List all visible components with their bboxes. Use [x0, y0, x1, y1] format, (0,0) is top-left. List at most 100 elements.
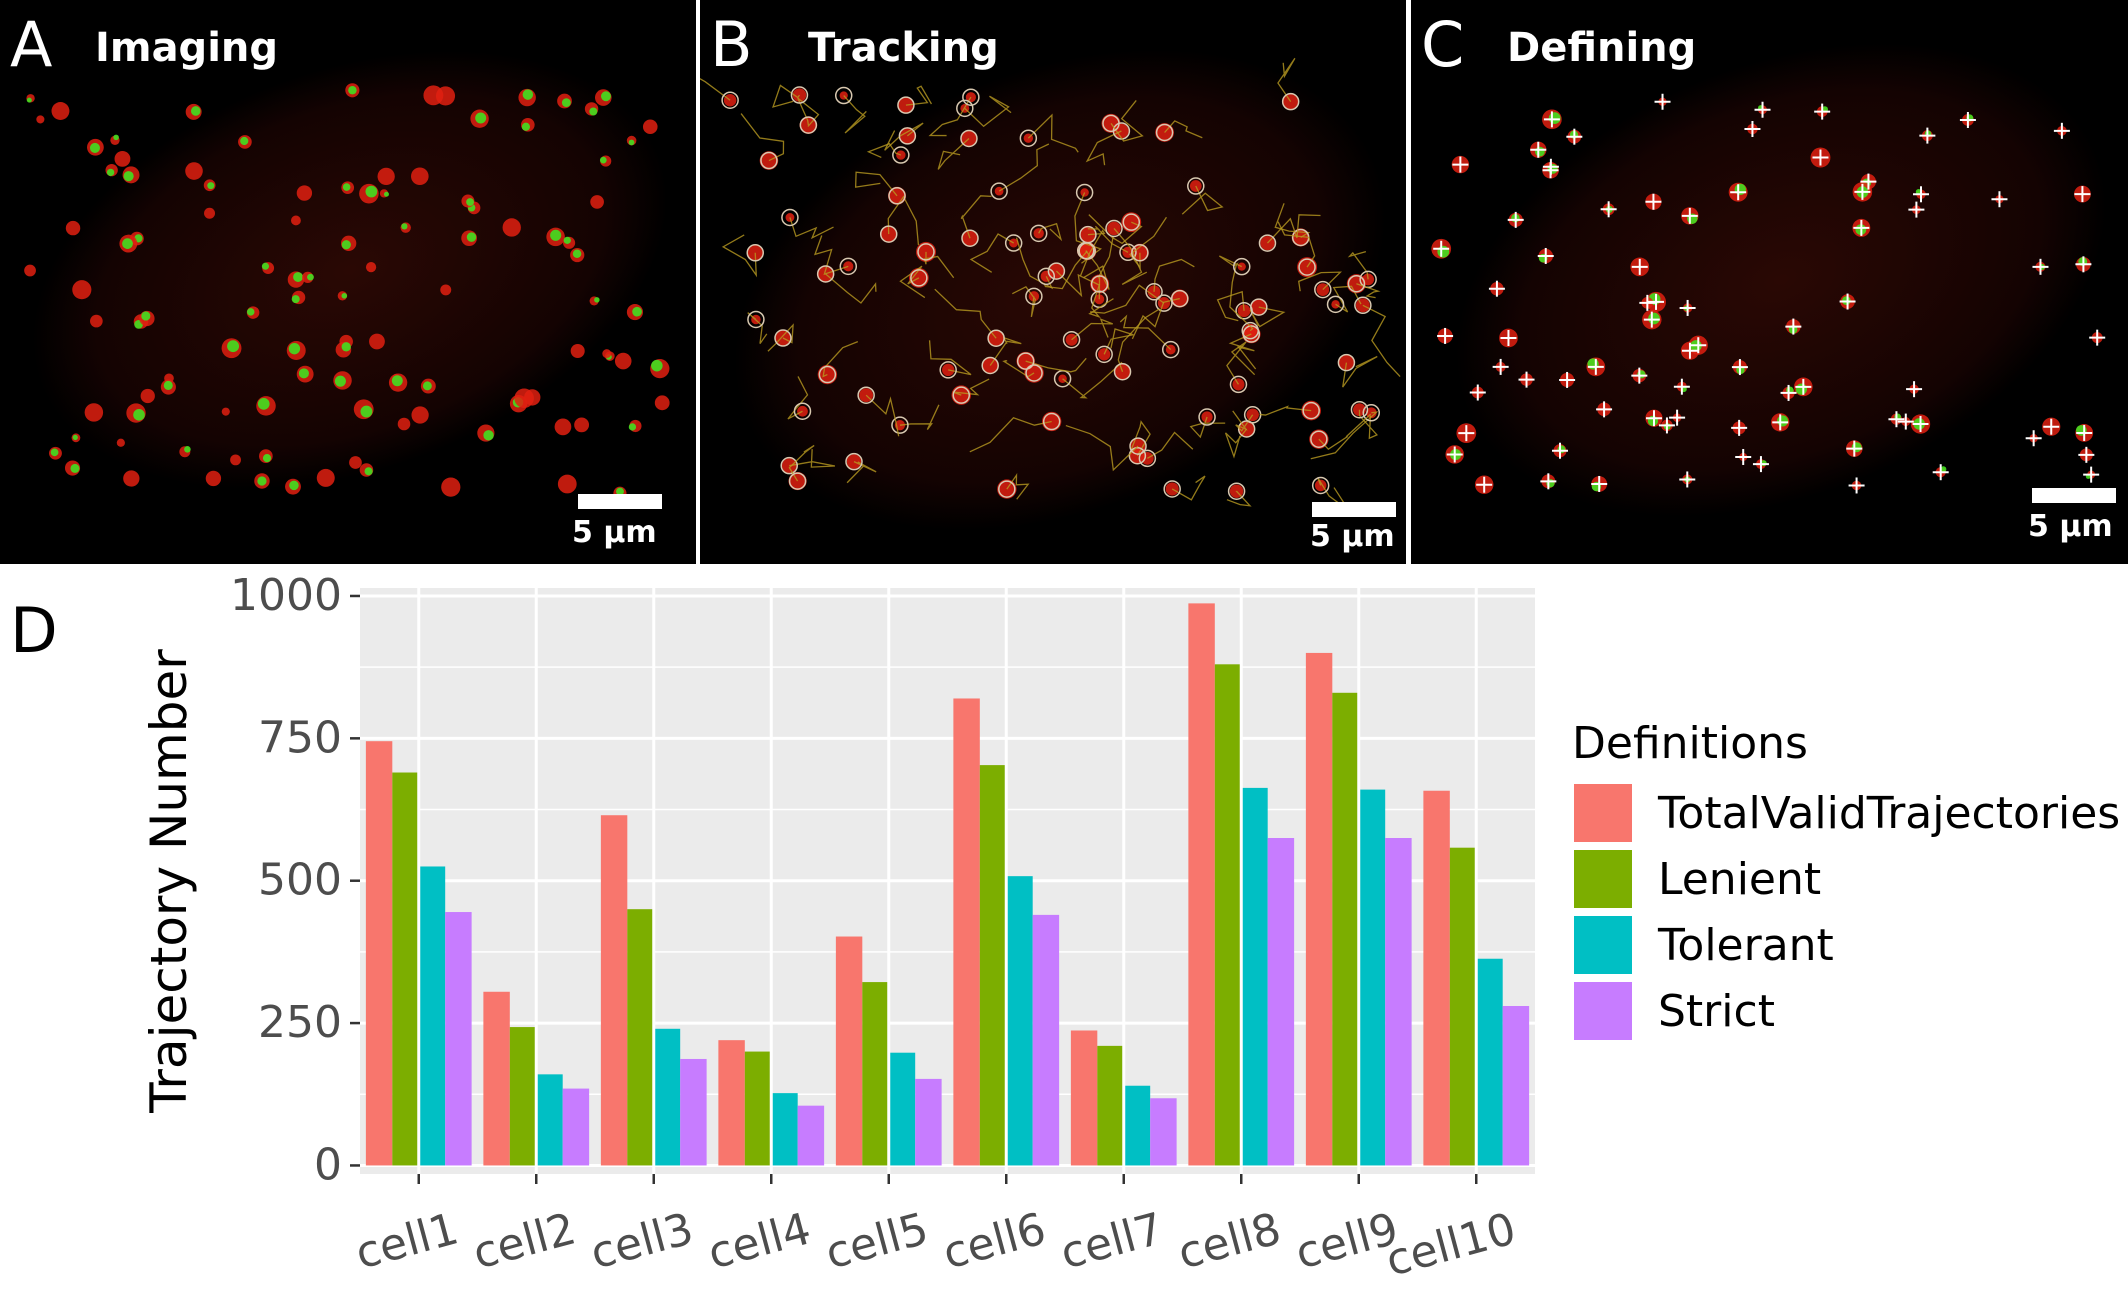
scale-bar — [1312, 502, 1396, 517]
green-spot — [561, 98, 571, 108]
green-spot — [123, 171, 134, 182]
green-spot — [1437, 245, 1450, 258]
detection-circle — [891, 416, 909, 434]
y-tick-label: 250 — [258, 997, 342, 1048]
detection-circle — [1037, 267, 1056, 286]
green-spot — [364, 467, 373, 476]
bar-lenient-cell4 — [744, 1051, 772, 1166]
green-spot — [89, 142, 100, 153]
green-spot — [122, 238, 133, 249]
tracking-micrograph — [700, 49, 1401, 531]
detection-circle — [1062, 330, 1081, 349]
panel-letter-d: D — [10, 594, 58, 667]
trajectory-track — [1356, 283, 1381, 299]
red-spot — [1033, 228, 1044, 239]
trajectory-track — [960, 195, 992, 239]
trajectory-track — [905, 85, 933, 106]
trajectory-track — [1318, 413, 1372, 451]
green-spot — [360, 405, 373, 418]
trajectory-track — [887, 195, 920, 246]
red-spot — [502, 218, 521, 237]
green-spot — [257, 476, 267, 486]
bar-lenient-cell10 — [1449, 847, 1477, 1166]
green-spot — [475, 112, 487, 124]
detection-circle — [774, 329, 792, 347]
trajectory-track — [1087, 225, 1129, 253]
trajectory-track — [866, 142, 902, 159]
bar-lenient-cell2 — [509, 1027, 537, 1166]
scale-bar-label: 5 μm — [2028, 509, 2113, 544]
bar-totalvalidtrajectories-cell7 — [1070, 1030, 1098, 1166]
panel-title-defining: Defining — [1507, 25, 1697, 71]
red-spot — [1094, 294, 1105, 305]
trajectory-track — [1310, 411, 1379, 460]
red-spot — [204, 207, 216, 219]
detection-circle — [1090, 275, 1109, 293]
panel-defining: C Defining 5 μm — [1411, 0, 2128, 564]
trajectory-track — [964, 95, 1012, 128]
green-spot — [1940, 466, 1947, 473]
trajectory-track — [1362, 304, 1401, 377]
detection-circle — [1016, 352, 1035, 370]
legend-label: Lenient — [1658, 854, 1821, 905]
detection-circle — [1131, 243, 1149, 262]
trajectory-track — [1277, 57, 1296, 103]
x-tick-label: cell5 — [820, 1203, 933, 1279]
red-spot — [51, 102, 70, 120]
bar-strict-cell7 — [1150, 1098, 1177, 1166]
legend-swatch — [1574, 784, 1632, 842]
trajectory-track — [1189, 416, 1226, 439]
green-spot — [1851, 442, 1862, 453]
legend-title: Definitions — [1572, 718, 1808, 769]
green-spot — [522, 89, 534, 100]
trajectory-track — [1113, 228, 1148, 285]
green-spot — [289, 480, 299, 491]
bar-strict-cell5 — [915, 1078, 942, 1166]
bar-totalvalidtrajectories-cell9 — [1305, 652, 1333, 1166]
red-spot — [440, 284, 452, 296]
bar-strict-cell6 — [1032, 914, 1060, 1166]
detection-circle — [1302, 401, 1320, 420]
detection-circle — [998, 480, 1016, 498]
red-spot — [84, 403, 104, 422]
trajectory-track — [767, 323, 794, 352]
detection-circle — [1145, 283, 1163, 301]
trajectory-track — [740, 113, 785, 162]
detection-circle — [956, 99, 974, 118]
green-spot — [572, 249, 582, 259]
green-spot — [257, 398, 270, 410]
legend: Definitions TotalValidTrajectories Lenient… — [1572, 718, 2120, 1040]
detection-circle — [839, 257, 858, 276]
red-spot — [982, 357, 998, 374]
red-spot — [843, 261, 854, 272]
green-spot — [365, 185, 378, 198]
red-spot — [24, 264, 36, 277]
green-spot — [133, 409, 145, 421]
trajectory-track — [1079, 229, 1106, 276]
trajectory-track — [1358, 409, 1379, 440]
trajectory-track — [928, 340, 972, 376]
red-spot — [1201, 411, 1213, 423]
trajectory-track — [789, 449, 836, 468]
bar-tolerant-cell2 — [536, 1074, 563, 1166]
detection-circle — [1025, 287, 1043, 306]
green-spot — [298, 368, 309, 379]
trajectory-track — [928, 96, 972, 137]
green-spot — [50, 448, 59, 457]
bar-totalvalidtrajectories-cell4 — [718, 1040, 745, 1166]
legend-label: Tolerant — [1657, 920, 1834, 971]
detection-circle — [1161, 340, 1180, 359]
trajectory-track — [899, 404, 940, 430]
trajectory-track — [969, 417, 1052, 453]
detection-circle — [962, 88, 980, 106]
red-spot — [524, 389, 541, 406]
green-spot — [589, 107, 598, 116]
x-tick-label: cell6 — [938, 1203, 1051, 1279]
x-tick-label: cell7 — [1055, 1203, 1168, 1279]
cell-outline — [32, 50, 668, 490]
green-spot — [563, 236, 571, 245]
trajectory-track — [1090, 284, 1165, 314]
bar-totalvalidtrajectories-cell1 — [365, 741, 393, 1166]
trajectory-track — [772, 84, 801, 108]
trajectory-track — [788, 444, 815, 482]
